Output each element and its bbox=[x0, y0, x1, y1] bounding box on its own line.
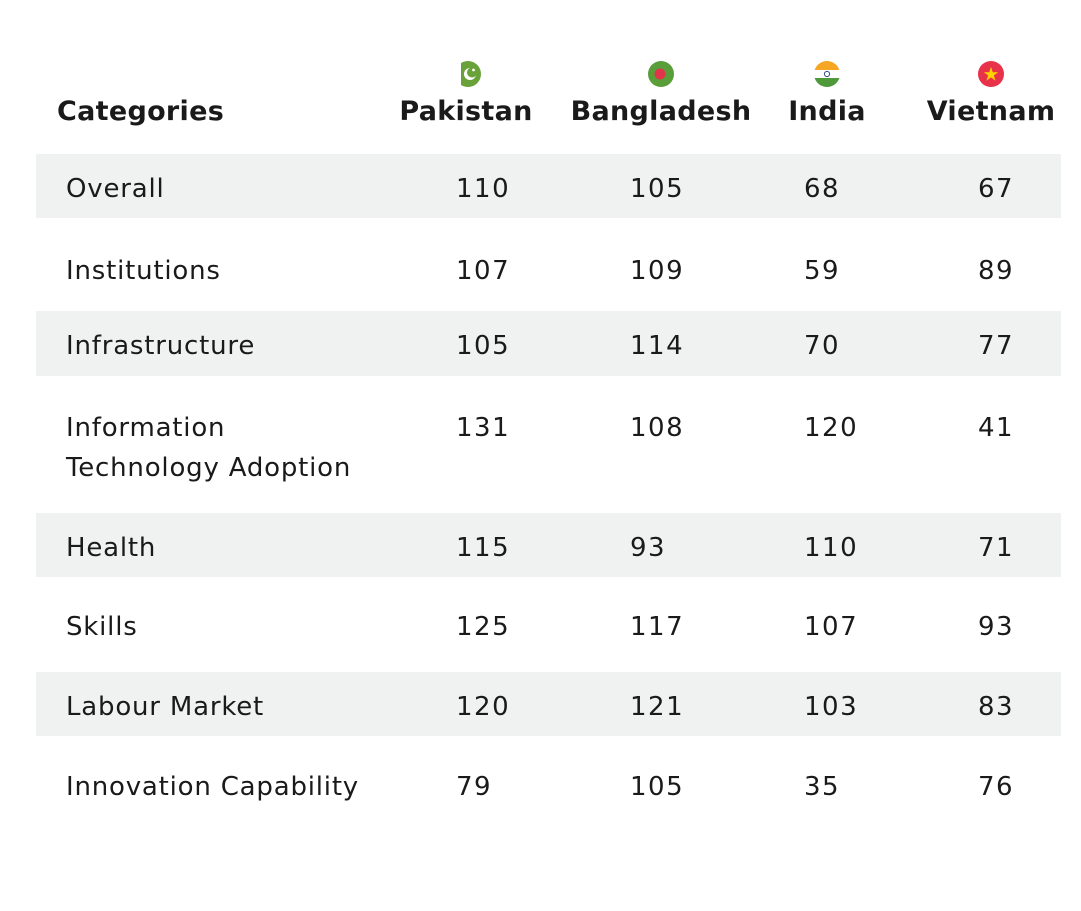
value-cell: 125 bbox=[456, 612, 511, 642]
value-cell: 76 bbox=[978, 772, 1015, 802]
value-cell: 77 bbox=[978, 331, 1015, 361]
table-header: Categories Pakistan Bangladesh India Vie… bbox=[0, 0, 1081, 150]
table-row: Institutions 107 109 59 89 bbox=[36, 218, 1061, 311]
value-cell: 93 bbox=[630, 533, 667, 563]
value-cell: 79 bbox=[456, 772, 493, 802]
value-cell: 108 bbox=[630, 413, 685, 443]
category-cell: Innovation Capability bbox=[66, 772, 359, 802]
column-header-vietnam: Vietnam bbox=[926, 96, 1056, 127]
vietnam-flag-icon bbox=[978, 61, 1004, 87]
value-cell: 89 bbox=[978, 256, 1015, 286]
value-cell: 105 bbox=[456, 331, 511, 361]
table-row: Skills 125 117 107 93 bbox=[36, 577, 1061, 672]
bangladesh-flag-icon bbox=[648, 61, 674, 87]
value-cell: 68 bbox=[804, 174, 841, 204]
value-cell: 35 bbox=[804, 772, 841, 802]
column-header-bangladesh: Bangladesh bbox=[570, 96, 752, 127]
category-cell: Labour Market bbox=[66, 692, 265, 722]
table-row: Overall 110 105 68 67 bbox=[36, 154, 1061, 218]
table-body: Overall 110 105 68 67 Institutions 107 1… bbox=[36, 154, 1061, 831]
value-cell: 67 bbox=[978, 174, 1015, 204]
table-row: Innovation Capability 79 105 35 76 bbox=[36, 736, 1061, 831]
column-header-pakistan: Pakistan bbox=[399, 96, 533, 127]
value-cell: 131 bbox=[456, 413, 511, 443]
value-cell: 120 bbox=[456, 692, 511, 722]
value-cell: 59 bbox=[804, 256, 841, 286]
table-row: Labour Market 120 121 103 83 bbox=[36, 672, 1061, 736]
value-cell: 110 bbox=[804, 533, 859, 563]
category-cell: Infrastructure bbox=[66, 331, 256, 361]
table-row: Information Technology Adoption 131 108 … bbox=[36, 376, 1061, 513]
value-cell: 103 bbox=[804, 692, 859, 722]
value-cell: 115 bbox=[456, 533, 511, 563]
categories-header: Categories bbox=[57, 96, 225, 127]
value-cell: 83 bbox=[978, 692, 1015, 722]
category-cell: Skills bbox=[66, 612, 138, 642]
value-cell: 107 bbox=[804, 612, 859, 642]
value-cell: 121 bbox=[630, 692, 685, 722]
value-cell: 105 bbox=[630, 174, 685, 204]
value-cell: 70 bbox=[804, 331, 841, 361]
india-flag-icon bbox=[814, 61, 840, 87]
value-cell: 71 bbox=[978, 533, 1015, 563]
value-cell: 117 bbox=[630, 612, 685, 642]
pakistan-flag-icon bbox=[455, 61, 481, 87]
category-cell: Health bbox=[66, 533, 157, 563]
category-cell: Overall bbox=[66, 174, 165, 204]
value-cell: 105 bbox=[630, 772, 685, 802]
table-row: Health 115 93 110 71 bbox=[36, 513, 1061, 577]
table-row: Infrastructure 105 114 70 77 bbox=[36, 311, 1061, 376]
value-cell: 109 bbox=[630, 256, 685, 286]
value-cell: 120 bbox=[804, 413, 859, 443]
value-cell: 114 bbox=[630, 331, 685, 361]
value-cell: 93 bbox=[978, 612, 1015, 642]
category-cell: Information Technology Adoption bbox=[66, 413, 352, 483]
value-cell: 110 bbox=[456, 174, 511, 204]
column-header-india: India bbox=[788, 96, 866, 127]
category-cell: Institutions bbox=[66, 256, 221, 286]
value-cell: 41 bbox=[978, 413, 1015, 443]
value-cell: 107 bbox=[456, 256, 511, 286]
